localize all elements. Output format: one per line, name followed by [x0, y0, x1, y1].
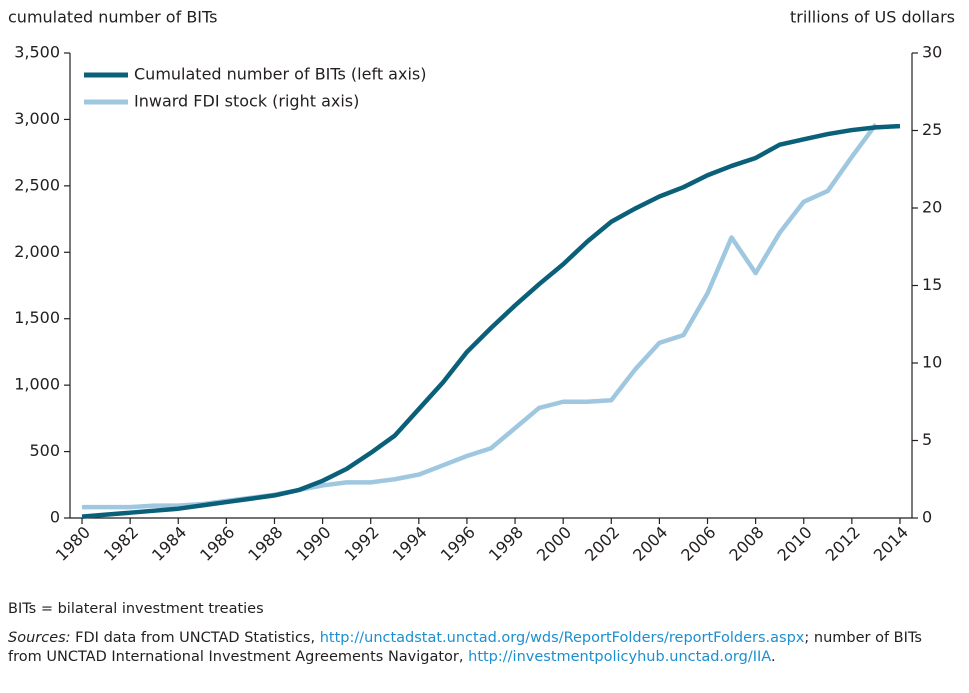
- y-tick-label: 3,500: [14, 43, 60, 62]
- x-tick-label: 2004: [629, 523, 671, 565]
- y-axis-label: cumulated number of BITs: [8, 8, 217, 27]
- legend-label: Inward FDI stock (right axis): [134, 92, 359, 111]
- sources-label: Sources:: [8, 630, 71, 646]
- x-tick-label: 1980: [52, 523, 94, 565]
- x-tick-label: 1982: [100, 523, 142, 565]
- y2-tick-label: 30: [922, 43, 942, 62]
- y2-tick-label: 25: [922, 120, 942, 139]
- x-tick-label: 2000: [533, 523, 575, 565]
- x-tick-label: 1992: [340, 523, 382, 565]
- sources: Sources: FDI data from UNCTAD Statistics…: [8, 629, 943, 667]
- footnote: BITs = bilateral investment treaties: [8, 601, 264, 617]
- chart: cumulated number of BITs trillions of US…: [8, 8, 955, 565]
- x-tick-label: 2006: [677, 523, 719, 565]
- y-tick-label: 3,000: [14, 109, 60, 128]
- y-tick-label: 2,500: [14, 175, 60, 194]
- y2-tick-label: 20: [922, 198, 942, 217]
- x-tick-label: 1994: [389, 523, 431, 565]
- x-tick-label: 2002: [581, 523, 623, 565]
- y2-axis-label: trillions of US dollars: [790, 8, 955, 27]
- sources-text: .: [770, 649, 776, 665]
- y-tick-label: 0: [50, 508, 60, 527]
- y-tick-label: 500: [29, 441, 60, 460]
- x-tick-label: 2010: [774, 523, 816, 565]
- x-tick-label: 1990: [292, 523, 334, 565]
- x-tick-label: 1998: [485, 523, 527, 565]
- sources-text: ; number of BITs from UNCTAD Internation…: [8, 630, 922, 665]
- x-tick-label: 1986: [196, 523, 238, 565]
- x-tick-label: 1996: [437, 523, 479, 565]
- link[interactable]: http://investmentpolicyhub.unctad.org/II…: [468, 649, 771, 665]
- y2-tick-label: 0: [922, 508, 932, 527]
- y-tick-label: 2,000: [14, 242, 60, 261]
- x-tick-label: 2012: [822, 523, 864, 565]
- sources-text: FDI data from UNCTAD Statistics,: [70, 630, 320, 646]
- x-tick-label: 2014: [870, 523, 912, 565]
- x-tick-label: 2008: [725, 523, 767, 565]
- y-tick-label: 1,500: [14, 308, 60, 327]
- y2-tick-label: 10: [922, 353, 942, 372]
- series-line: [82, 122, 878, 510]
- footer: BITs = bilateral investment treaties Sou…: [8, 600, 943, 667]
- series-line: [81, 123, 901, 519]
- x-tick-label: 1988: [244, 523, 286, 565]
- y2-tick-label: 15: [922, 275, 942, 294]
- legend-label: Cumulated number of BITs (left axis): [134, 65, 426, 84]
- y-tick-label: 1,000: [14, 375, 60, 394]
- y2-tick-label: 5: [922, 430, 932, 449]
- x-tick-label: 1984: [148, 523, 190, 565]
- link[interactable]: http://unctadstat.unctad.org/wds/ReportF…: [319, 630, 805, 646]
